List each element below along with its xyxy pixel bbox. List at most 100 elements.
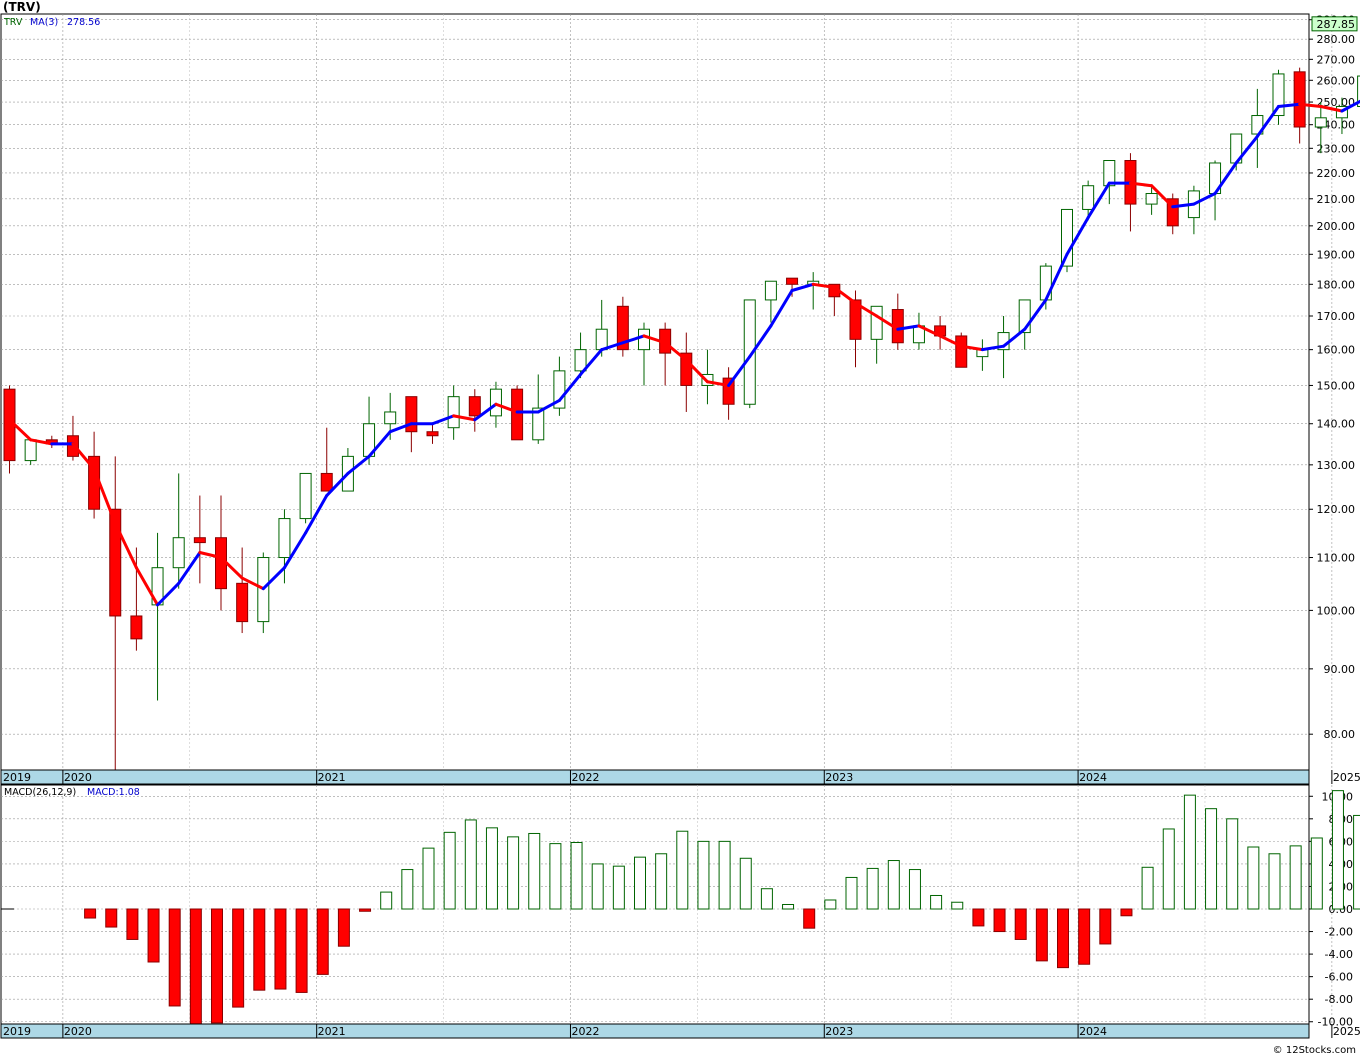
candle-body	[1272, 73, 1285, 117]
candle-body	[1145, 193, 1158, 205]
candle-body	[532, 407, 545, 441]
candle	[1357, 75, 1360, 108]
price-tick-label: 110.00	[1317, 552, 1356, 565]
macd-bar	[337, 908, 350, 947]
macd-bar	[126, 908, 139, 940]
price-tick-label: 270.00	[1317, 53, 1356, 66]
candle	[1272, 69, 1285, 125]
candle	[236, 547, 249, 634]
candle	[1082, 180, 1095, 221]
candle-body	[616, 305, 629, 351]
macd-bar	[168, 908, 181, 1007]
ma3-segment	[92, 467, 117, 525]
ma3-segment	[494, 402, 519, 414]
price-tick-label: 130.00	[1317, 459, 1356, 472]
macd-bar	[1183, 794, 1196, 910]
candle	[1166, 193, 1179, 235]
candle-body	[786, 277, 799, 285]
macd-bar	[507, 836, 520, 910]
ma3-segment	[1234, 134, 1259, 165]
ma3-segment	[579, 348, 604, 376]
macd-bar	[908, 869, 921, 910]
candle-body	[722, 377, 735, 405]
candle	[680, 332, 693, 412]
candle	[3, 385, 16, 474]
legend-ma-value: 278.56	[67, 17, 100, 28]
price-tick-label: 170.00	[1317, 310, 1356, 323]
macd-bar	[1247, 846, 1260, 910]
price-x-tick-label: 2021	[318, 771, 346, 784]
candle-body	[680, 352, 693, 386]
price-legend: TRV MA(3) 278.56	[3, 17, 100, 28]
ma3-segment	[1150, 184, 1175, 209]
macd-bar	[591, 863, 604, 910]
macd-bar	[443, 831, 456, 910]
ma3-segment	[1044, 252, 1069, 302]
candle-body	[764, 280, 777, 301]
ma3-segment	[452, 414, 477, 422]
candle-body	[24, 439, 37, 462]
candle	[955, 332, 968, 368]
candle	[553, 356, 566, 416]
price-x-tick-label: 2023	[825, 771, 853, 784]
macd-bar	[359, 908, 372, 912]
macd-bar	[845, 876, 858, 910]
ma3-segment	[811, 282, 836, 289]
macd-bar	[422, 847, 435, 910]
candle	[193, 495, 206, 584]
macd-bar	[189, 908, 202, 1026]
ma3-segment	[1086, 181, 1111, 220]
candle-body	[426, 431, 439, 437]
candle-body	[405, 396, 418, 433]
ma3-segment	[1171, 202, 1196, 209]
ma3-segment	[769, 288, 794, 328]
ma3-segment	[367, 430, 392, 458]
macd-bar	[718, 840, 731, 910]
ma3-segment	[557, 372, 583, 402]
price-tick-label: 280.00	[1317, 33, 1356, 46]
candle-body	[320, 472, 333, 492]
macd-bar	[1141, 866, 1154, 910]
macd-bar	[1057, 908, 1069, 969]
price-panel-frame	[0, 13, 1310, 771]
ma3-segment	[684, 358, 709, 384]
ma3-segment	[1065, 216, 1090, 256]
ma3-segment	[261, 566, 286, 591]
ma3-segment	[134, 566, 160, 607]
price-x-axis: 2019 2020 2021 2022 2023 2024 2025	[0, 769, 1360, 785]
candle-body	[278, 518, 291, 559]
macd-value: MACD:1.08	[87, 787, 140, 798]
chart-title: (TRV)	[3, 0, 41, 14]
price-x-tick-label: 2020	[64, 771, 92, 784]
price-x-tick-label: 2025	[1333, 771, 1360, 784]
candle	[426, 423, 439, 444]
candle	[638, 322, 650, 386]
candle	[1061, 208, 1073, 273]
macd-bar	[84, 908, 97, 919]
candle-body	[1357, 75, 1360, 108]
ma3-segment	[388, 422, 413, 434]
ma3-segment	[431, 414, 456, 426]
candle-body	[638, 328, 650, 351]
price-x-tick-label: 2024	[1079, 771, 1107, 784]
ma3-segment	[790, 282, 815, 292]
last-price-badge: 287.85	[1311, 16, 1358, 32]
price-tick-label: 120.00	[1317, 503, 1356, 516]
macd-bar	[1310, 837, 1323, 910]
price-x-tick-label: 2022	[571, 771, 599, 784]
ma3-segment	[325, 471, 350, 498]
ma3-segment	[1319, 105, 1344, 113]
macd-bar	[1331, 790, 1344, 910]
price-tick-label: 250.00	[1317, 96, 1356, 109]
ma3-segment	[198, 551, 223, 560]
candle-body	[1293, 71, 1306, 128]
macd-x-tick-label: 2021	[318, 1025, 346, 1038]
macd-x-tick-label: 2022	[571, 1025, 599, 1038]
macd-bar	[253, 908, 266, 991]
candle-body	[1082, 185, 1095, 210]
price-panel: 80.00 90.00 100.00 110.00 120.00 130.00 140.00…	[0, 13, 1360, 785]
price-tick-label: 200.00	[1317, 220, 1356, 233]
ma3-segment	[621, 334, 646, 345]
ma3-segment	[980, 344, 1006, 352]
